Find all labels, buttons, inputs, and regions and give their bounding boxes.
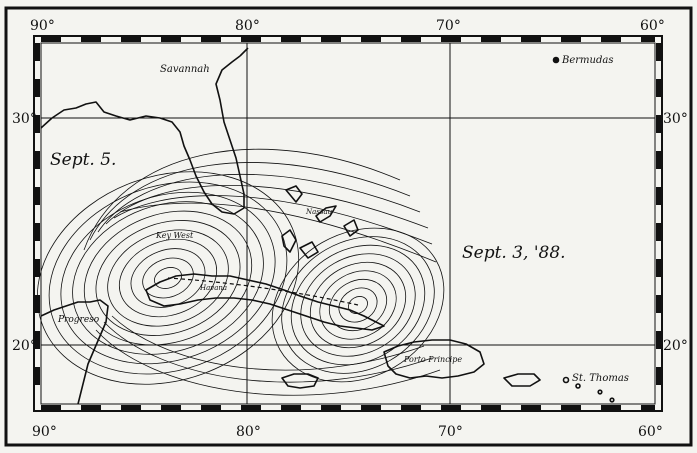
lon-label-bottom-60: 60° <box>638 424 663 440</box>
lat-label-right-20: 20° <box>663 338 688 354</box>
coast-yucatan <box>40 299 109 405</box>
scale-bar-bottom <box>41 405 655 410</box>
place-bermudas: Bermudas <box>561 55 613 66</box>
lon-label-top-70: 70° <box>436 18 461 34</box>
lon-label-top-90: 90° <box>30 18 55 34</box>
coastlines <box>40 47 615 405</box>
storm-sept5-isobars <box>36 171 300 385</box>
lon-label-top-60: 60° <box>640 18 665 34</box>
scale-bar-right <box>656 43 661 385</box>
island-virgin <box>575 383 581 389</box>
lon-label-bottom-70: 70° <box>438 424 463 440</box>
coast-jamaica <box>281 373 319 389</box>
coast-cuba <box>145 273 385 331</box>
storm-connecting-isobars <box>83 148 441 396</box>
island-2 <box>609 397 615 403</box>
scale-bar-left <box>35 43 40 385</box>
place-porto-principe: Porto Principe <box>403 355 462 364</box>
place-progreso: Progreso <box>57 315 100 325</box>
lon-label-bottom-80: 80° <box>236 424 261 440</box>
coast-bahamas-2 <box>281 229 297 253</box>
coast-puerto-rico <box>503 373 541 387</box>
coast-gulf-florida <box>40 55 245 215</box>
island-bermuda <box>552 56 560 64</box>
island-1 <box>597 389 603 395</box>
place-nassau: Nassau <box>305 208 333 216</box>
lon-label-bottom-90: 90° <box>32 424 57 440</box>
island-st-thomas <box>562 376 570 384</box>
coast-hispaniola <box>383 339 485 379</box>
coast-bahamas-1 <box>285 185 303 203</box>
place-savannah: Savannah <box>160 64 210 75</box>
storm-date-sept3: Sept. 3, '88. <box>462 243 566 263</box>
lat-label-left-20: 20° <box>12 338 37 354</box>
place-st-thomas: St. Thomas <box>572 373 629 384</box>
place-key-west: Key West <box>155 231 194 240</box>
lat-label-right-30: 30° <box>663 111 688 127</box>
storm-date-sept5: Sept. 5. <box>50 150 116 170</box>
map-border <box>4 6 693 447</box>
storm-track <box>167 277 359 306</box>
lon-label-top-80: 80° <box>235 18 260 34</box>
coast-bahamas-5 <box>343 219 359 237</box>
storm-sept3-isobars <box>271 227 445 383</box>
coast-georgia <box>239 47 249 57</box>
lat-label-left-30: 30° <box>12 111 37 127</box>
place-havana: Havana <box>199 284 227 292</box>
coast-bahamas-3 <box>315 205 337 223</box>
scale-bar-top <box>41 37 655 42</box>
